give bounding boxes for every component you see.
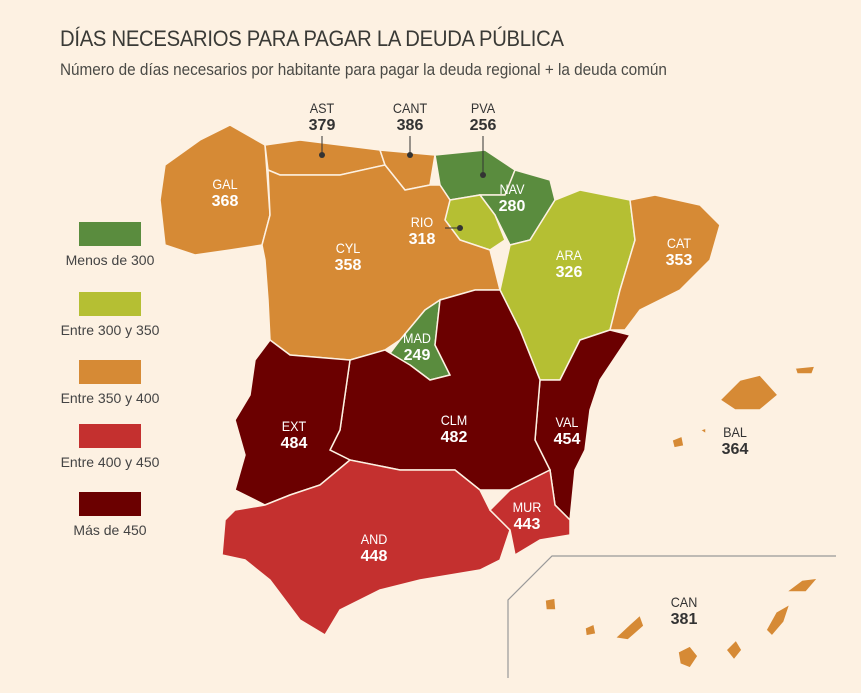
label-can: CAN 381 bbox=[670, 594, 698, 628]
leader-dot bbox=[319, 152, 325, 158]
label-bal: BAL 364 bbox=[721, 424, 749, 458]
label-val: VAL 454 bbox=[553, 414, 581, 448]
label-gal: GAL 368 bbox=[211, 176, 239, 210]
legend-item: Menos de 300 bbox=[50, 222, 170, 268]
legend-item: Entre 300 y 350 bbox=[50, 292, 170, 338]
region-bal bbox=[698, 426, 707, 436]
map-subtitle: Número de días necesarios por habitante … bbox=[60, 60, 667, 79]
label-ast: AST 379 bbox=[308, 100, 336, 134]
region-can bbox=[544, 597, 557, 611]
label-cyl: CYL 358 bbox=[334, 240, 362, 274]
region-can bbox=[783, 577, 820, 593]
region-can bbox=[724, 638, 743, 662]
label-mur: MUR 443 bbox=[512, 499, 542, 533]
region-and bbox=[221, 459, 511, 637]
legend-item: Más de 450 bbox=[50, 492, 170, 538]
map-title: DÍAS NECESARIOS PARA PAGAR LA DEUDA PÚBL… bbox=[60, 26, 564, 51]
region-can bbox=[613, 613, 645, 641]
label-pva: PVA 256 bbox=[469, 100, 497, 134]
legend-label: Entre 350 y 400 bbox=[60, 390, 160, 406]
region-can bbox=[677, 645, 699, 669]
legend-item: Entre 350 y 400 bbox=[50, 360, 170, 406]
label-mad: MAD 249 bbox=[402, 330, 432, 364]
label-cat: CAT 353 bbox=[665, 235, 693, 269]
legend-label: Entre 400 y 450 bbox=[60, 454, 160, 470]
canary-inset-frame bbox=[507, 555, 836, 678]
label-clm: CLM 482 bbox=[440, 412, 468, 446]
legend-swatch bbox=[79, 424, 141, 448]
region-bal bbox=[793, 365, 817, 375]
legend-swatch bbox=[79, 292, 141, 316]
legend-swatch bbox=[79, 492, 141, 516]
region-mur bbox=[488, 468, 571, 557]
leader-dot bbox=[480, 172, 486, 178]
legend-label: Más de 450 bbox=[73, 522, 147, 538]
legend-label: Menos de 300 bbox=[65, 252, 155, 268]
label-and: AND 448 bbox=[360, 531, 388, 565]
label-nav: NAV 280 bbox=[498, 181, 526, 215]
legend-swatch bbox=[79, 360, 141, 384]
region-bal bbox=[718, 374, 780, 411]
legend-label: Entre 300 y 350 bbox=[60, 322, 160, 338]
region-cat bbox=[609, 194, 721, 331]
region-can bbox=[584, 622, 597, 637]
label-ara: ARA 326 bbox=[555, 247, 583, 281]
region-can bbox=[765, 602, 792, 638]
label-ext: EXT 484 bbox=[280, 418, 308, 452]
legend-swatch bbox=[79, 222, 141, 246]
region-bal bbox=[671, 434, 685, 449]
label-cant: CANT 386 bbox=[392, 100, 428, 134]
leader-dot bbox=[457, 225, 463, 231]
legend-item: Entre 400 y 450 bbox=[50, 424, 170, 470]
leader-dot bbox=[407, 152, 413, 158]
label-rio: RIO 318 bbox=[408, 214, 436, 248]
